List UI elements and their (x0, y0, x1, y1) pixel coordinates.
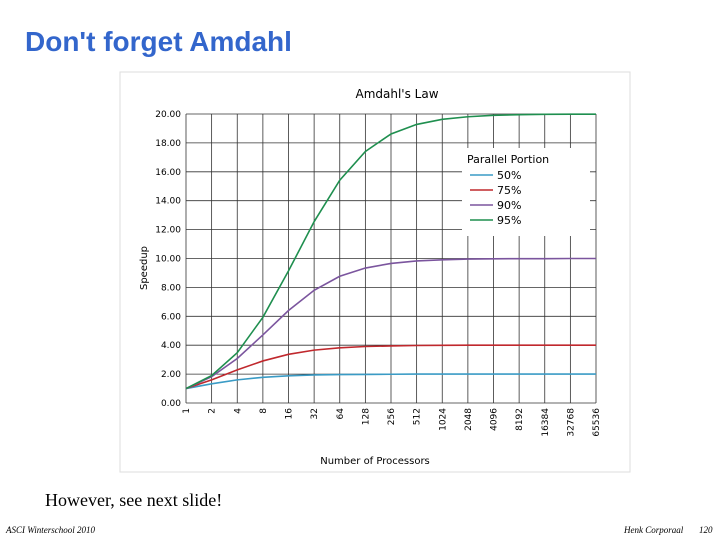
x-tick-label: 4 (233, 408, 243, 414)
y-tick-label: 18.00 (155, 139, 181, 149)
chart-frame (119, 71, 631, 473)
legend-label: 75% (497, 184, 521, 197)
x-tick-label: 1024 (438, 408, 448, 431)
footer-page: 120 (699, 525, 713, 535)
y-tick-label: 0.00 (161, 399, 181, 409)
y-tick-label: 16.00 (155, 168, 181, 178)
x-tick-label: 2048 (464, 408, 474, 431)
x-tick-label: 512 (413, 408, 423, 425)
x-tick-label: 16384 (541, 408, 551, 437)
y-tick-label: 10.00 (155, 255, 181, 265)
legend-label: 90% (497, 199, 521, 212)
legend-title: Parallel Portion (467, 153, 549, 166)
x-tick-label: 4096 (490, 408, 500, 431)
x-tick-label: 8192 (515, 408, 525, 431)
x-tick-label: 128 (361, 408, 371, 425)
series-line (185, 257, 596, 390)
footer-author: Henk Corporaal (624, 525, 684, 535)
slide-title: Don't forget Amdahl (25, 26, 292, 57)
y-tick-label: 6.00 (161, 312, 181, 322)
x-tick-label: 1 (182, 408, 192, 414)
x-tick-label: 32 (310, 408, 320, 419)
y-tick-label: 12.00 (155, 226, 181, 236)
x-tick-label: 2 (208, 408, 218, 414)
x-tick-label: 16 (285, 408, 295, 420)
footer-left: ASCI Winterschool 2010 (6, 525, 95, 535)
y-axis-label: Speedup (139, 246, 150, 290)
y-tick-label: 14.00 (155, 197, 181, 207)
legend-box (462, 148, 590, 236)
x-tick-label: 65536 (592, 408, 602, 437)
y-tick-label: 8.00 (161, 283, 181, 293)
x-tick-label: 8 (259, 408, 269, 414)
legend-label: 50% (497, 169, 521, 182)
y-tick-label: 20.00 (155, 110, 181, 120)
note: However, see next slide! (45, 490, 223, 510)
x-tick-label: 64 (336, 408, 346, 420)
series-line (185, 113, 596, 390)
chart-title: Amdahl's Law (355, 87, 438, 101)
x-axis-label: Number of Processors (320, 456, 430, 467)
series-line (185, 373, 596, 390)
series-line (185, 344, 596, 390)
x-tick-label: 256 (387, 408, 397, 425)
legend-label: 95% (497, 214, 521, 227)
y-tick-label: 2.00 (161, 370, 181, 380)
y-tick-label: 4.00 (161, 341, 181, 351)
x-tick-label: 32768 (566, 408, 576, 437)
